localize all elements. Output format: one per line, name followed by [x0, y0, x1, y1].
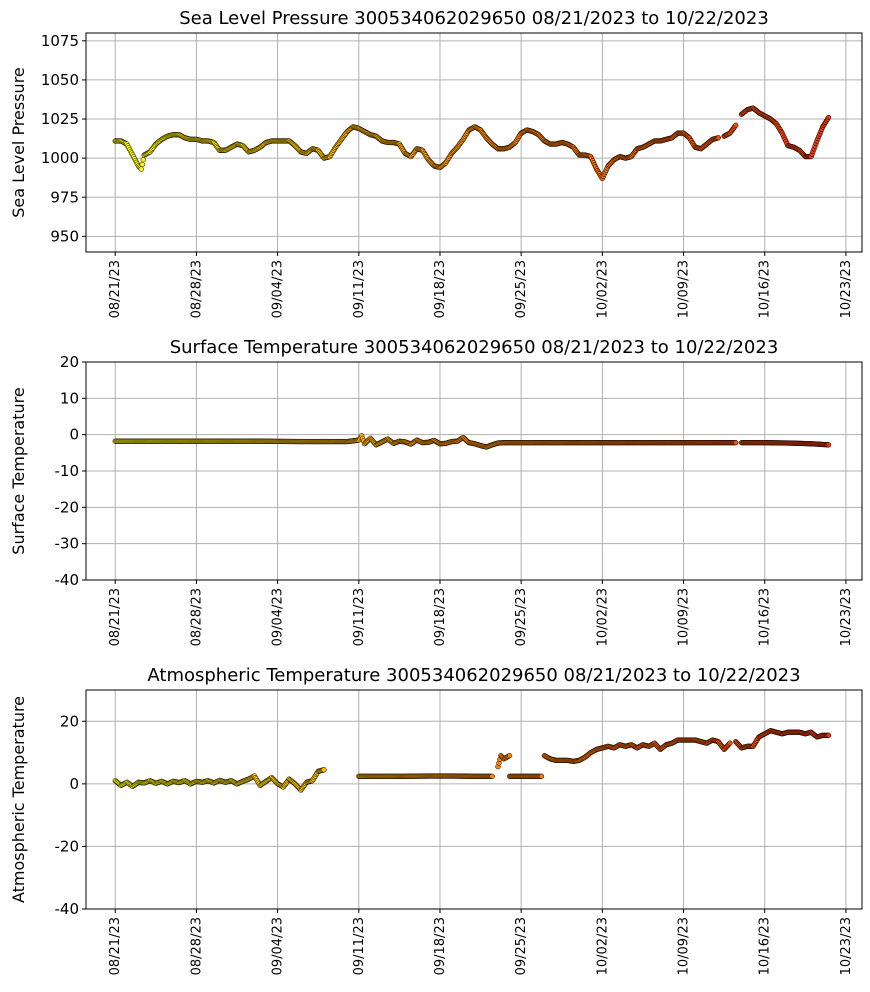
- x-tick-label: 10/16/23: [758, 588, 773, 646]
- grid: [86, 361, 862, 581]
- x-tick-label: 10/23/23: [839, 260, 854, 318]
- x-tick-label: 08/28/23: [189, 260, 204, 318]
- chart-panel-1: 950 975 1000 1025 1050 1075 08/21/23 08/28/23 09…: [9, 8, 863, 318]
- chart-title: Surface Temperature 300534062029650 08/2…: [170, 337, 779, 358]
- chart-title: Sea Level Pressure 300534062029650 08/21…: [179, 8, 769, 29]
- y-tick-label: -40: [55, 900, 80, 918]
- chart-panel-2: -40 -30 -20 -10 0 10 20 08/21/23 08/28/23 09/04/2…: [9, 337, 863, 646]
- x-tick-label: 09/04/23: [271, 917, 286, 975]
- y-axis-label: Surface Temperature: [9, 387, 28, 554]
- x-tick-label: 09/11/23: [352, 917, 367, 975]
- data-point: [825, 442, 832, 448]
- x-tick-label: 09/04/23: [271, 260, 286, 318]
- chart-title: Atmospheric Temperature 300534062029650 …: [147, 665, 800, 686]
- y-tick-label: 1075: [41, 32, 79, 50]
- x-tick-label: 09/25/23: [514, 588, 529, 646]
- x-tick-label: 10/09/23: [677, 588, 692, 646]
- y-tick-label: 20: [60, 353, 79, 371]
- x-tick-label: 09/11/23: [352, 260, 367, 318]
- y-tick-label: -10: [55, 462, 80, 480]
- y-axis-label: Atmospheric Temperature: [9, 696, 28, 903]
- y-tick-label: 1025: [41, 110, 79, 128]
- y-tick-label: -20: [55, 498, 80, 516]
- y-axis-label: Sea Level Pressure: [9, 67, 28, 218]
- x-tick-label: 10/02/23: [595, 260, 610, 318]
- x-tick-label: 10/16/23: [758, 260, 773, 318]
- x-tick-label: 08/21/23: [108, 917, 123, 975]
- y-tick-label: 1050: [41, 71, 79, 89]
- data-point: [825, 732, 832, 739]
- data-point: [538, 773, 545, 779]
- data-point: [140, 157, 146, 163]
- x-tick-label: 10/16/23: [758, 917, 773, 975]
- x-tick-label: 09/11/23: [352, 588, 367, 646]
- y-tick-label: 975: [50, 188, 79, 206]
- x-tick-label: 09/25/23: [514, 917, 529, 975]
- chart-panel-3: -40 -20 0 20 08/21/23 08/28/23 09/04/23 09/11/2…: [9, 665, 863, 975]
- y-tick-label: 10: [60, 389, 79, 407]
- x-tick-label: 10/09/23: [677, 917, 692, 975]
- grid: [86, 690, 862, 910]
- x-tick-label: 10/02/23: [595, 588, 610, 646]
- y-tick-label: 0: [69, 775, 79, 793]
- y-tick-label: -40: [55, 571, 80, 589]
- data-point: [727, 740, 733, 746]
- plot-frame: [85, 32, 863, 253]
- plot-frame: [85, 689, 863, 910]
- y-tick-label: 1000: [41, 149, 79, 167]
- x-tick-label: 10/23/23: [839, 917, 854, 975]
- x-tick-label: 10/09/23: [677, 260, 692, 318]
- x-tick-label: 08/28/23: [189, 588, 204, 646]
- data-point: [733, 440, 739, 446]
- y-tick-label: 950: [50, 227, 79, 245]
- data-series: [112, 105, 832, 182]
- data-point: [321, 767, 327, 773]
- data-series: [112, 433, 832, 450]
- data-point: [733, 122, 739, 128]
- x-tick-label: 08/21/23: [108, 588, 123, 646]
- x-tick-label: 09/18/23: [433, 260, 448, 318]
- x-tick-label: 08/21/23: [108, 260, 123, 318]
- data-point: [489, 773, 495, 779]
- data-point: [139, 161, 145, 168]
- x-tick-label: 09/25/23: [514, 260, 529, 318]
- y-tick-label: 20: [60, 712, 79, 730]
- x-tick-label: 10/02/23: [595, 917, 610, 975]
- x-tick-label: 08/28/23: [189, 917, 204, 975]
- x-tick-label: 09/04/23: [271, 588, 286, 646]
- x-tick-label: 09/18/23: [433, 917, 448, 975]
- y-tick-label: -30: [55, 535, 80, 553]
- x-tick-label: 09/18/23: [433, 588, 448, 646]
- data-series: [112, 728, 832, 793]
- data-point: [825, 114, 832, 121]
- y-tick-label: 0: [69, 426, 79, 444]
- data-point: [715, 135, 721, 141]
- data-point: [506, 753, 513, 759]
- grid: [86, 33, 862, 252]
- x-tick-label: 10/23/23: [839, 588, 854, 646]
- y-tick-label: -20: [55, 837, 80, 855]
- data-point: [138, 166, 144, 172]
